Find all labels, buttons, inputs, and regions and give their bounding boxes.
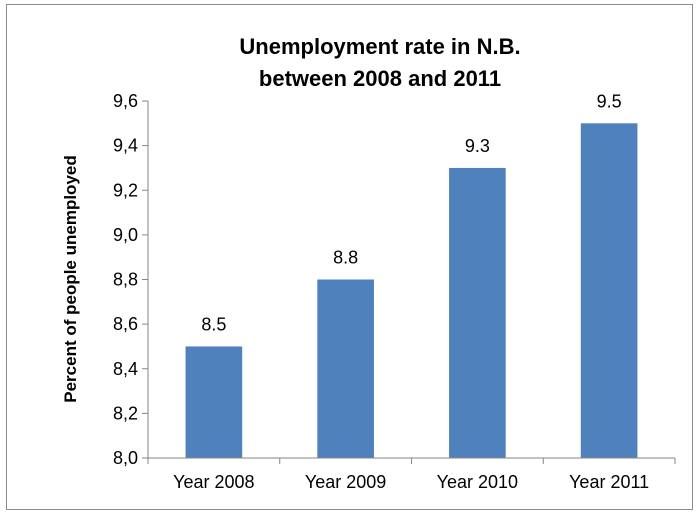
y-tick-label: 8,8 — [113, 270, 138, 290]
y-tick-label: 9,0 — [113, 225, 138, 245]
data-labels: 8.5 8.8 9.3 9.5 — [201, 91, 621, 334]
x-tick-label: Year 2008 — [173, 472, 254, 492]
y-tick-label: 9,6 — [113, 91, 138, 111]
y-tick-label: 8,4 — [113, 359, 138, 379]
bar-year-2011 — [580, 123, 638, 458]
bar-year-2009 — [317, 279, 374, 458]
bar-year-2010 — [449, 167, 506, 458]
y-tick-label: 9,4 — [113, 136, 138, 156]
y-axis-ticks: 8,0 8,2 8,4 8,6 8,8 9,0 9,2 9,4 9,6 — [113, 91, 148, 468]
bar-year-2008 — [185, 346, 243, 458]
x-tick-label: Year 2010 — [437, 472, 518, 492]
data-label: 9.5 — [597, 91, 622, 111]
data-label: 9.3 — [465, 136, 490, 156]
y-axis-label: Percent of people unemployed — [61, 155, 80, 403]
y-tick-label: 8,6 — [113, 314, 138, 334]
bars — [185, 123, 638, 458]
chart-title-line-1: Unemployment rate in N.B. — [239, 34, 520, 59]
y-tick-label: 9,2 — [113, 180, 138, 200]
data-label: 8.5 — [201, 314, 226, 334]
chart-title-line-2: between 2008 and 2011 — [259, 66, 501, 91]
y-tick-label: 8,2 — [113, 403, 138, 423]
y-tick-label: 8,0 — [113, 448, 138, 468]
x-tick-label: Year 2011 — [569, 472, 649, 492]
x-axis-ticks: Year 2008 Year 2009 Year 2010 Year 2011 — [147, 458, 676, 492]
data-label: 8.8 — [333, 248, 358, 268]
x-tick-label: Year 2009 — [305, 472, 386, 492]
